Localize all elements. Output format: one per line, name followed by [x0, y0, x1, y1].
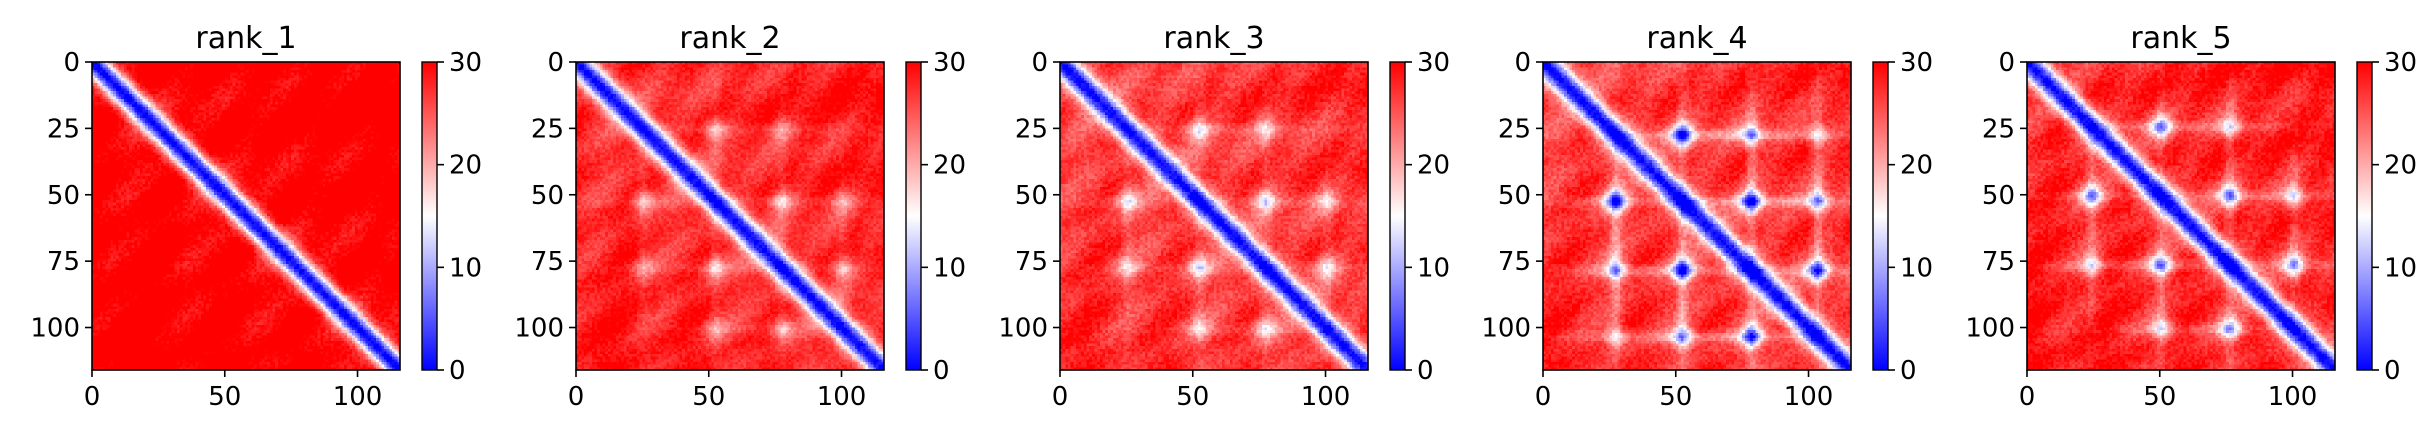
y-tick-label: 0 — [1031, 48, 1048, 78]
colorbar-tick-label: 0 — [1417, 356, 1434, 386]
y-tick-label: 25 — [47, 114, 80, 144]
y-tick-label: 50 — [1015, 181, 1048, 211]
y-tick-label: 75 — [531, 247, 564, 277]
axes-frame — [91, 61, 401, 371]
colorbar-tick-label: 0 — [449, 356, 466, 386]
panel-title: rank_3 — [1163, 21, 1264, 56]
heatmap-image — [1060, 62, 1368, 370]
colorbar-frame — [905, 61, 922, 371]
colorbar-tick-label: 30 — [449, 48, 482, 78]
x-tick-label: 100 — [1784, 382, 1834, 412]
y-tick-label: 50 — [47, 181, 80, 211]
colorbar-frame — [421, 61, 438, 371]
colorbar-tick-label: 10 — [2384, 253, 2417, 283]
panel-title: rank_2 — [679, 21, 780, 56]
colorbar — [906, 62, 921, 370]
heatmap-panel-4: rank_4 0 50 100 0 25 50 75 100 0 10 20 30 — [1481, 21, 1933, 412]
y-tick-label: 100 — [1481, 314, 1531, 344]
colorbar-tick-label: 10 — [1900, 253, 1933, 283]
heatmap-panel-5: rank_5 0 50 100 0 25 50 75 100 0 10 20 30 — [1965, 21, 2417, 412]
colorbar-tick-label: 20 — [1417, 151, 1450, 181]
x-tick-label: 0 — [568, 382, 585, 412]
panel-title: rank_5 — [2130, 21, 2231, 56]
x-tick-label: 100 — [333, 382, 383, 412]
colorbar-tick-label: 30 — [1900, 48, 1933, 78]
y-tick-label: 0 — [547, 48, 564, 78]
colorbar-tick-label: 30 — [1417, 48, 1450, 78]
colorbar-tick-label: 0 — [2384, 356, 2401, 386]
colorbar — [1873, 62, 1888, 370]
colorbar-frame — [1872, 61, 1889, 371]
heatmap-panel-1: rank_1 0 50 100 0 25 50 75 100 0 10 20 30 — [30, 21, 482, 412]
colorbar-tick-label: 10 — [1417, 253, 1450, 283]
panel-title: rank_1 — [195, 21, 296, 56]
x-tick-label: 0 — [1535, 382, 1552, 412]
colorbar-tick-label: 20 — [933, 151, 966, 181]
x-tick-label: 100 — [2268, 382, 2318, 412]
y-tick-label: 100 — [514, 314, 564, 344]
x-tick-label: 50 — [692, 382, 725, 412]
y-tick-label: 25 — [1015, 114, 1048, 144]
heatmap-panel-3: rank_3 0 50 100 0 25 50 75 100 0 10 20 30 — [998, 21, 1450, 412]
y-tick-label: 75 — [1015, 247, 1048, 277]
colorbar-tick-label: 20 — [2384, 151, 2417, 181]
x-tick-label: 0 — [84, 382, 101, 412]
panel-title: rank_4 — [1646, 21, 1747, 56]
colorbar-tick-label: 10 — [449, 253, 482, 283]
y-tick-label: 0 — [1998, 48, 2015, 78]
x-tick-label: 50 — [1176, 382, 1209, 412]
y-tick-label: 50 — [531, 181, 564, 211]
y-tick-label: 25 — [1982, 114, 2015, 144]
heatmap-image — [576, 62, 884, 370]
colorbar-tick-label: 20 — [449, 151, 482, 181]
x-tick-label: 0 — [2019, 382, 2036, 412]
y-tick-label: 0 — [63, 48, 80, 78]
axes-frame — [1542, 61, 1852, 371]
colorbar — [1390, 62, 1405, 370]
x-tick-label: 50 — [208, 382, 241, 412]
x-tick-label: 100 — [1301, 382, 1351, 412]
colorbar — [422, 62, 437, 370]
y-tick-label: 100 — [1965, 314, 2015, 344]
colorbar-tick-label: 30 — [2384, 48, 2417, 78]
x-tick-label: 50 — [1659, 382, 1692, 412]
y-tick-label: 75 — [1982, 247, 2015, 277]
colorbar-tick-label: 0 — [1900, 356, 1917, 386]
heatmap-panel-2: rank_2 0 50 100 0 25 50 75 100 0 10 20 30 — [514, 21, 966, 412]
colorbar — [2357, 62, 2372, 370]
y-tick-label: 75 — [47, 247, 80, 277]
y-tick-label: 25 — [1498, 114, 1531, 144]
axes-frame — [2026, 61, 2336, 371]
heatmap-image — [92, 62, 400, 370]
colorbar-tick-label: 10 — [933, 253, 966, 283]
y-tick-label: 100 — [998, 314, 1048, 344]
x-tick-label: 100 — [817, 382, 867, 412]
colorbar-tick-label: 0 — [933, 356, 950, 386]
colorbar-tick-label: 30 — [933, 48, 966, 78]
axes-frame — [1059, 61, 1369, 371]
x-tick-label: 0 — [1052, 382, 1069, 412]
x-tick-label: 50 — [2143, 382, 2176, 412]
y-tick-label: 50 — [1982, 181, 2015, 211]
y-tick-label: 100 — [30, 314, 80, 344]
heatmap-image — [2027, 62, 2335, 370]
colorbar-frame — [1389, 61, 1406, 371]
colorbar-tick-label: 20 — [1900, 151, 1933, 181]
y-tick-label: 50 — [1498, 181, 1531, 211]
y-tick-label: 0 — [1514, 48, 1531, 78]
y-tick-label: 25 — [531, 114, 564, 144]
y-tick-label: 75 — [1498, 247, 1531, 277]
heatmap-image — [1543, 62, 1851, 370]
axes-frame — [575, 61, 885, 371]
colorbar-frame — [2356, 61, 2373, 371]
